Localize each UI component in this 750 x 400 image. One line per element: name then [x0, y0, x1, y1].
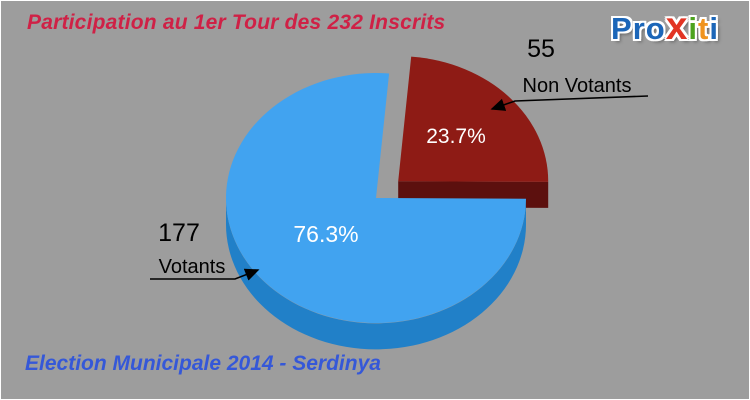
slice-percent-votants: 76.3%: [293, 221, 359, 247]
election-caption: Election Municipale 2014 - Serdinya: [25, 352, 381, 375]
callout-value-non-votants: 55: [527, 35, 555, 63]
pie-chart: [225, 56, 549, 350]
slice-percent-non-votants: 23.7%: [426, 125, 486, 148]
logo-letter-t: t: [698, 11, 710, 46]
proxiti-logo[interactable]: Proxiti: [611, 5, 719, 49]
callout-label-votants: Votants: [158, 256, 226, 278]
callout-line-non-votants: [490, 95, 649, 111]
logo-letter-i2: i: [709, 11, 719, 46]
logo-letter-o: o: [645, 11, 666, 46]
logo-letter-x: x: [665, 5, 689, 48]
logo-letter-i1: i: [688, 11, 699, 46]
callout-label-non-votants: Non Votants: [522, 75, 632, 97]
logo-letter-r: r: [632, 11, 646, 46]
pie-slice-votants: [226, 73, 526, 324]
chart-title: Participation au 1er Tour des 232 Inscri…: [27, 11, 446, 34]
pie-slice-non-votants: [398, 56, 549, 182]
logo-letter-p: P: [611, 11, 633, 46]
callout-value-votants: 177: [158, 219, 200, 247]
pie-slice-rim-votants: [225, 198, 526, 350]
callout-line-votants: [150, 268, 260, 281]
